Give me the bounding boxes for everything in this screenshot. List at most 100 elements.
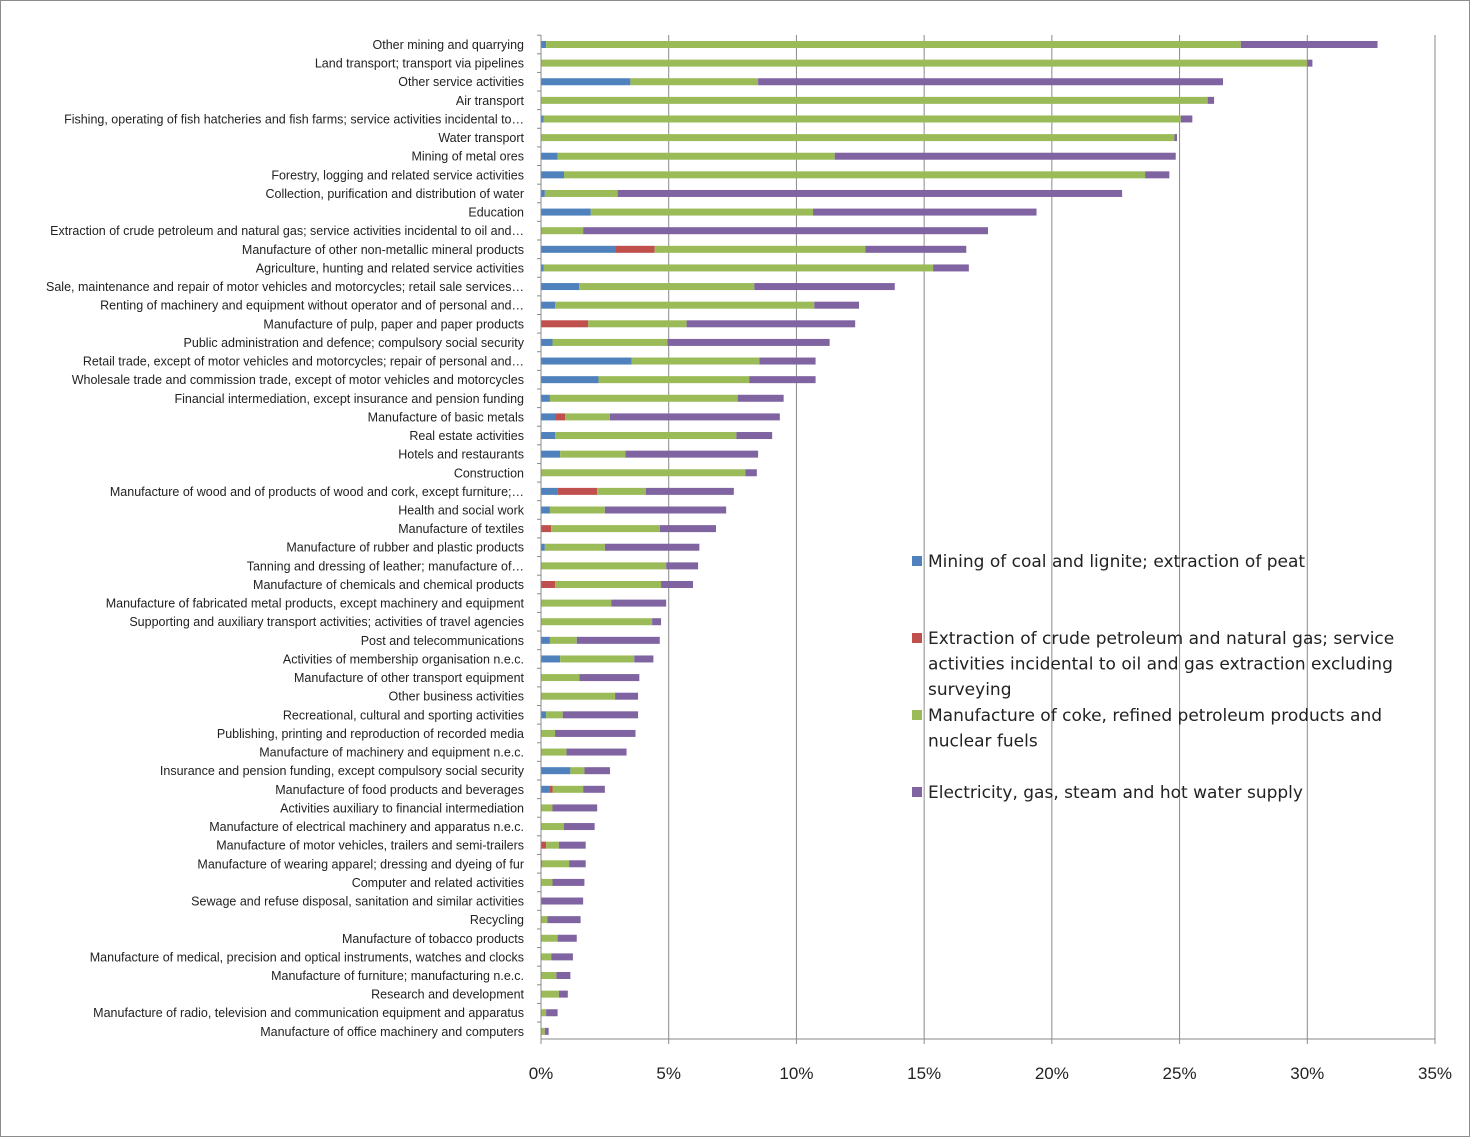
- bar-segment-series-4: [661, 580, 693, 588]
- category-label: Other business activities: [389, 690, 524, 704]
- bar-segment-series-4: [569, 860, 586, 868]
- bar-segment-series-3: [543, 264, 934, 272]
- bar-segment-series-3: [555, 432, 737, 440]
- bar-segment-series-1: [541, 543, 545, 551]
- bar-segment-series-4: [759, 357, 816, 365]
- bar-segment-series-3: [541, 469, 746, 477]
- bar-segment-series-3: [541, 916, 548, 924]
- category-label: Real estate activities: [409, 429, 524, 443]
- category-label: Manufacture of furniture; manufacturing …: [271, 969, 524, 983]
- bar-segment-series-1: [541, 487, 558, 495]
- category-label: Collection, purification and distributio…: [266, 187, 524, 201]
- bar-segment-series-3: [541, 729, 556, 737]
- category-label: Education: [468, 206, 524, 220]
- bar-segment-series-4: [576, 636, 660, 644]
- bar-segment-series-3: [541, 823, 564, 831]
- category-label: Public administration and defence; compu…: [184, 336, 525, 350]
- bar-segment-series-4: [736, 432, 773, 440]
- bar-segment-series-2: [555, 413, 566, 421]
- category-label: Land transport; transport via pipelines: [315, 57, 524, 71]
- bar-segment-series-4: [813, 208, 1037, 216]
- category-label: Forestry, logging and related service ac…: [271, 168, 524, 182]
- bar-segment-series-4: [625, 450, 759, 458]
- legend-label-series-2: surveying: [928, 680, 1012, 700]
- category-label: Renting of machinery and equipment witho…: [100, 299, 524, 313]
- bar-segment-series-2: [549, 785, 553, 793]
- bar-segment-series-2: [541, 841, 547, 849]
- category-label: Extraction of crude petroleum and natura…: [50, 224, 524, 238]
- bar-segment-series-4: [686, 320, 856, 328]
- bar-segment-series-4: [563, 823, 595, 831]
- category-label: Sale, maintenance and repair of motor ve…: [46, 280, 524, 294]
- bar-segment-series-1: [541, 636, 550, 644]
- bar-segment-series-4: [667, 338, 830, 346]
- bar-segment-series-3: [541, 674, 580, 682]
- category-label: Manufacture of machinery and equipment n…: [259, 746, 524, 760]
- bar-segment-series-3: [541, 804, 553, 812]
- bar-segment-series-3: [563, 171, 1146, 179]
- x-tick-label: 5%: [656, 1064, 681, 1083]
- category-label: Insurance and pension funding, except co…: [160, 764, 525, 778]
- bar-segment-series-1: [541, 655, 561, 663]
- category-label: Manufacture of chemicals and chemical pr…: [253, 578, 524, 592]
- bar-segment-series-4: [558, 990, 568, 998]
- bar-segment-series-4: [604, 543, 700, 551]
- x-tick-label: 20%: [1035, 1064, 1069, 1083]
- category-label: Fishing, operating of fish hatcheries an…: [64, 112, 524, 126]
- bar-segment-series-1: [541, 283, 580, 291]
- category-label: Manufacture of food products and beverag…: [275, 783, 524, 797]
- bar-segment-series-3: [551, 525, 660, 533]
- bar-segment-series-4: [546, 1009, 558, 1017]
- bar-segment-series-3: [541, 134, 1175, 142]
- bar-segment-series-3: [541, 748, 567, 756]
- bar-segment-series-4: [645, 487, 734, 495]
- category-label: Sewage and refuse disposal, sanitation a…: [191, 895, 524, 909]
- bar-segment-series-4: [557, 934, 577, 942]
- x-tick-label: 25%: [1163, 1064, 1197, 1083]
- bar-segment-series-4: [579, 674, 640, 682]
- bar-segment-series-4: [666, 562, 699, 570]
- category-label: Recycling: [470, 913, 524, 927]
- category-label: Supporting and auxiliary transport activ…: [129, 615, 524, 629]
- bar-segment-series-4: [604, 506, 727, 514]
- category-label: Manufacture of motor vehicles, trailers …: [216, 839, 524, 853]
- bar-segment-series-3: [541, 1027, 545, 1035]
- bar-segment-series-4: [552, 804, 598, 812]
- legend-swatch-series-3: [912, 710, 922, 720]
- bar-segment-series-3: [565, 413, 610, 421]
- bar-segment-series-4: [1145, 171, 1170, 179]
- bar-segment-series-1: [541, 208, 591, 216]
- bar-segment-series-4: [754, 283, 895, 291]
- bar-segment-series-3: [555, 580, 662, 588]
- category-label: Manufacture of basic metals: [368, 410, 524, 424]
- category-label: Manufacture of textiles: [398, 522, 524, 536]
- bar-segment-series-4: [551, 953, 573, 961]
- bar-segment-series-3: [541, 1009, 547, 1017]
- bar-segment-series-3: [560, 655, 635, 663]
- legend-label-series-2: Extraction of crude petroleum and natura…: [928, 629, 1394, 649]
- bar-segment-series-4: [611, 599, 667, 607]
- bar-segment-series-3: [552, 785, 584, 793]
- category-label: Publishing, printing and reproduction of…: [217, 727, 524, 741]
- bar-segment-series-3: [549, 636, 577, 644]
- bar-segment-series-4: [541, 897, 584, 905]
- x-tick-labels: 0% 5% 10% 15% 20% 25% 30% 35%: [529, 1064, 1452, 1083]
- bar-segment-series-4: [652, 618, 662, 626]
- bar-segment-series-1: [541, 189, 545, 197]
- bar-segment-series-3: [541, 990, 559, 998]
- bar-segment-series-3: [555, 301, 815, 309]
- bar-segment-series-1: [541, 432, 556, 440]
- bar-segment-series-3: [541, 878, 553, 886]
- bar-segment-series-4: [634, 655, 654, 663]
- category-label: Manufacture of medical, precision and op…: [90, 950, 524, 964]
- bar-segment-series-1: [541, 785, 550, 793]
- category-label: Agriculture, hunting and related service…: [256, 261, 524, 275]
- bar-segment-series-3: [541, 934, 558, 942]
- legend-label-series-3: Manufacture of coke, refined petroleum p…: [928, 706, 1382, 726]
- bar-segment-series-3: [588, 320, 687, 328]
- bar-segment-series-3: [541, 59, 1308, 67]
- legend-swatch-series-4: [912, 787, 922, 797]
- bar-segment-series-1: [541, 245, 616, 253]
- bar-segment-series-4: [555, 729, 636, 737]
- bar-segment-series-1: [541, 78, 631, 86]
